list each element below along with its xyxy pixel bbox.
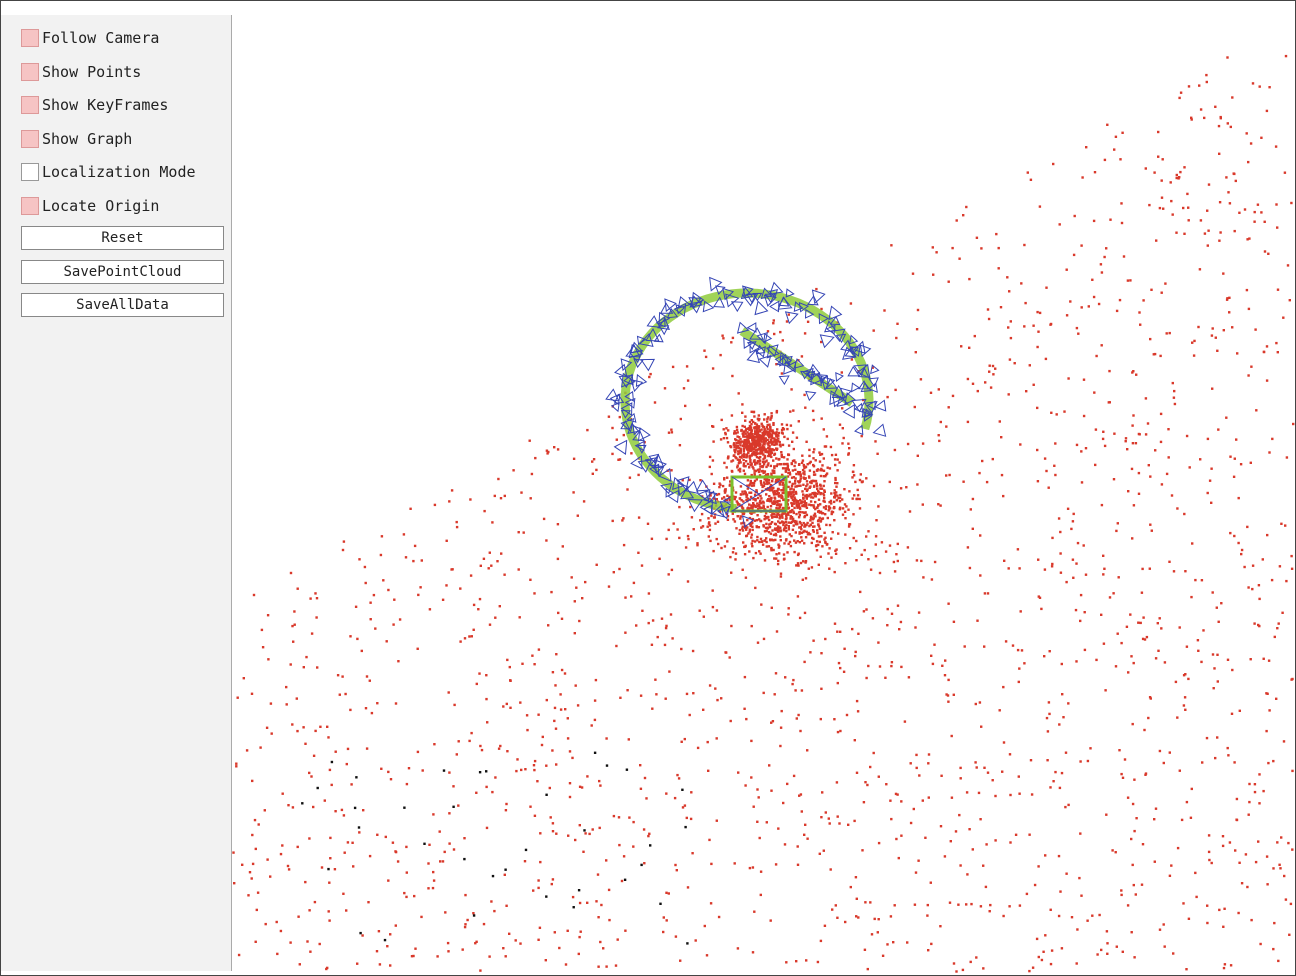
map-viewport — [232, 54, 1295, 973]
checkbox-label: Show Graph — [42, 129, 133, 148]
checkbox-row[interactable]: Follow Camera — [21, 27, 159, 49]
checkbox-label: Locate Origin — [42, 197, 160, 215]
button[interactable]: SavePointCloud — [21, 259, 224, 284]
checkbox[interactable] — [21, 96, 39, 115]
checkbox-row[interactable]: Show Graph — [21, 128, 132, 150]
checkbox-row[interactable]: Localization Mode — [21, 161, 196, 183]
checkbox[interactable] — [21, 29, 39, 47]
button[interactable]: Reset — [21, 226, 224, 250]
checkbox[interactable] — [21, 129, 39, 148]
checkbox-row[interactable]: Show KeyFrames — [21, 94, 168, 116]
current-camera — [730, 476, 787, 512]
checkbox-label: Show KeyFrames — [42, 96, 169, 115]
checkbox-label: Localization Mode — [42, 163, 196, 182]
button[interactable]: SaveAllData — [21, 293, 224, 317]
checkbox-label: Follow Camera — [42, 29, 160, 47]
keyframes — [605, 276, 887, 529]
checkbox[interactable] — [21, 163, 39, 182]
checkbox[interactable] — [21, 62, 39, 81]
checkbox[interactable] — [21, 197, 39, 215]
control-panel: Follow Camera Show Points Show KeyFrames Sh… — [1, 15, 232, 971]
map-points — [232, 54, 1295, 973]
checkbox-row[interactable]: Locate Origin — [21, 195, 159, 217]
checkbox-row[interactable]: Show Points — [21, 61, 141, 83]
checkbox-label: Show Points — [42, 62, 142, 81]
